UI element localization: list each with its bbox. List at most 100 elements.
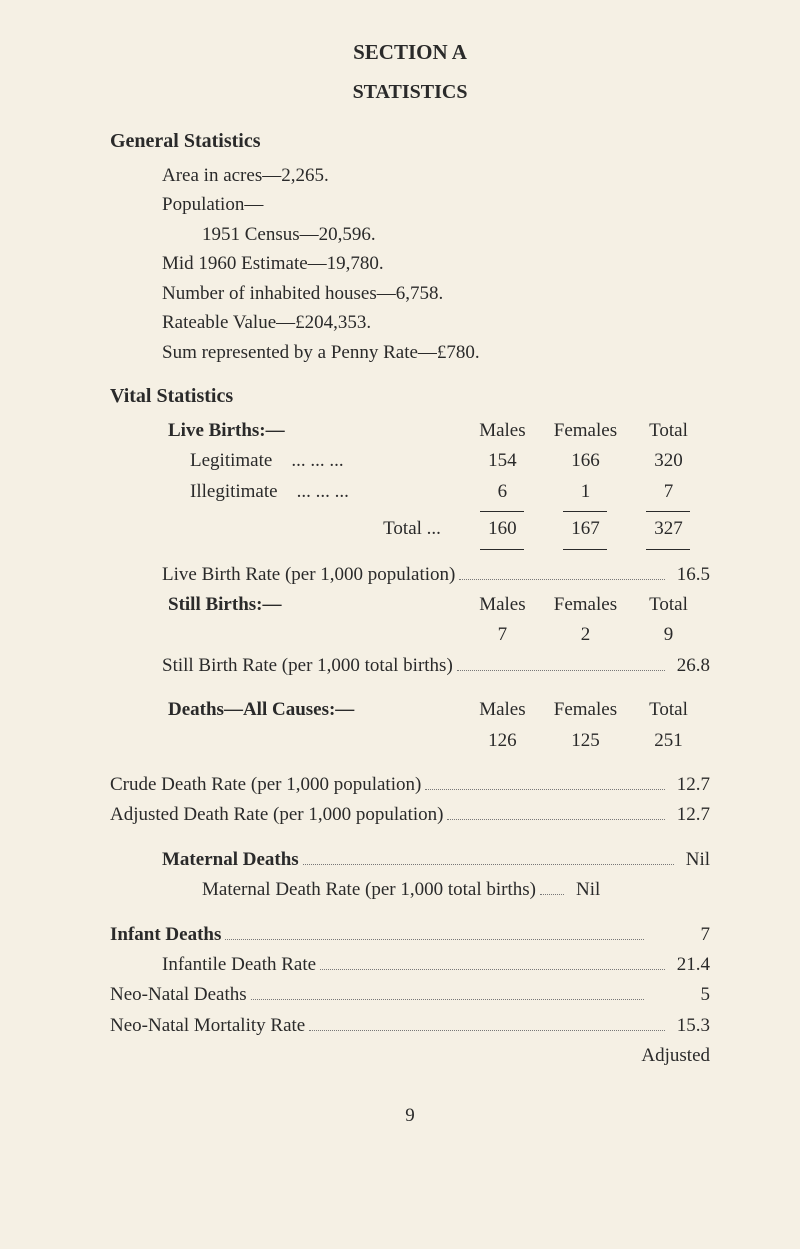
maternal-deaths-line: Maternal Deaths Nil <box>162 845 710 875</box>
rule <box>563 511 607 512</box>
d-females: 125 <box>544 726 627 756</box>
leader-dots <box>225 921 644 939</box>
leader-dots <box>540 877 564 895</box>
infantile-rate-line: Infantile Death Rate 21.4 <box>110 950 710 980</box>
sb-females: 2 <box>544 620 627 650</box>
leader-dots <box>425 772 664 790</box>
live-births-title: Live Births:— <box>162 416 461 446</box>
maternal-deaths-value: Nil <box>680 845 710 875</box>
general-population-label: Population— <box>162 190 710 219</box>
general-block: Area in acres—2,265. Population— 1951 Ce… <box>110 161 710 367</box>
col-males: Males <box>461 416 544 446</box>
maternal-rate-label: Maternal Death Rate (per 1,000 total bir… <box>202 875 536 905</box>
adjusted-death-line: Adjusted Death Rate (per 1,000 populatio… <box>110 800 710 830</box>
legitimate-total: 320 <box>627 446 710 476</box>
page-content: SECTION A STATISTICS General Statistics … <box>0 0 800 1157</box>
general-rateable: Rateable Value—£204,353. <box>162 308 710 337</box>
general-penny-rate: Sum represented by a Penny Rate—£780. <box>162 338 710 367</box>
maternal-rate-value: Nil <box>570 875 600 905</box>
still-birth-rate-value: 26.8 <box>671 651 710 681</box>
live-births-table: Live Births:— Males Females Total Legiti… <box>162 416 710 552</box>
leader-dots <box>447 802 664 820</box>
legitimate-label: Legitimate <box>190 450 272 471</box>
general-area: Area in acres—2,265. <box>162 161 710 190</box>
live-births-block: Live Births:— Males Females Total Legiti… <box>110 416 710 552</box>
total-females: 167 <box>544 514 627 544</box>
adjusted-death-label: Adjusted Death Rate (per 1,000 populatio… <box>110 800 443 830</box>
neo-natal-deaths-value: 5 <box>650 980 710 1010</box>
illegitimate-total: 7 <box>627 477 710 507</box>
still-births-block: Still Births:— Males Females Total 7 2 9 <box>110 590 710 651</box>
vital-heading: Vital Statistics <box>110 385 710 408</box>
rule <box>480 511 524 512</box>
maternal-deaths-label: Maternal Deaths <box>162 845 299 875</box>
legitimate-females: 166 <box>544 446 627 476</box>
illegitimate-dots: ... ... ... <box>297 481 349 502</box>
crude-death-line: Crude Death Rate (per 1,000 population) … <box>110 770 710 800</box>
still-birth-rate-label: Still Birth Rate (per 1,000 total births… <box>162 651 453 681</box>
infant-deaths-label: Infant Deaths <box>110 920 221 950</box>
maternal-rate-line: Maternal Death Rate (per 1,000 total bir… <box>162 875 710 905</box>
neo-natal-deaths-line: Neo-Natal Deaths 5 <box>110 980 710 1010</box>
legitimate-dots: ... ... ... <box>291 450 343 471</box>
deaths-title: Deaths—All Causes:— <box>162 695 461 725</box>
still-births-title: Still Births:— <box>162 590 461 620</box>
section-title: SECTION A <box>110 40 710 65</box>
rule <box>646 549 690 550</box>
general-houses: Number of inhabited houses—6,758. <box>162 279 710 308</box>
sb-col-females: Females <box>544 590 627 620</box>
d-col-total: Total <box>627 695 710 725</box>
leader-dots <box>320 952 665 970</box>
sub-title: STATISTICS <box>110 81 710 104</box>
col-females: Females <box>544 416 627 446</box>
infantile-rate-label: Infantile Death Rate <box>162 950 316 980</box>
still-birth-rate-line: Still Birth Rate (per 1,000 total births… <box>162 651 710 681</box>
leader-dots <box>459 562 664 580</box>
rule <box>646 511 690 512</box>
illegitimate-label: Illegitimate <box>190 481 278 502</box>
total-total: 327 <box>627 514 710 544</box>
general-heading: General Statistics <box>110 130 710 153</box>
still-births-table: Still Births:— Males Females Total 7 2 9 <box>162 590 710 651</box>
sb-males: 7 <box>461 620 544 650</box>
sb-col-males: Males <box>461 590 544 620</box>
d-col-females: Females <box>544 695 627 725</box>
page-number: 9 <box>110 1105 710 1127</box>
leader-dots <box>251 982 644 1000</box>
leader-dots <box>457 653 665 671</box>
infantile-rate-value: 21.4 <box>671 950 710 980</box>
live-birth-rate-label: Live Birth Rate (per 1,000 population) <box>162 560 455 590</box>
crude-death-value: 12.7 <box>671 770 710 800</box>
total-label: Total ... <box>162 514 461 544</box>
illegitimate-row: Illegitimate ... ... ... <box>162 477 461 507</box>
d-col-males: Males <box>461 695 544 725</box>
sb-total: 9 <box>627 620 710 650</box>
adjusted-death-value: 12.7 <box>671 800 710 830</box>
legitimate-males: 154 <box>461 446 544 476</box>
general-census: 1951 Census—20,596. <box>162 220 710 249</box>
leader-dots <box>303 847 674 865</box>
illegitimate-males: 6 <box>461 477 544 507</box>
total-males: 160 <box>461 514 544 544</box>
infant-deaths-line: Infant Deaths 7 <box>110 920 710 950</box>
live-birth-rate-value: 16.5 <box>671 560 710 590</box>
deaths-block: Deaths—All Causes:— Males Females Total … <box>110 695 710 756</box>
d-total: 251 <box>627 726 710 756</box>
infant-deaths-value: 7 <box>650 920 710 950</box>
crude-death-label: Crude Death Rate (per 1,000 population) <box>110 770 421 800</box>
d-males: 126 <box>461 726 544 756</box>
neo-natal-rate-line: Neo-Natal Mortality Rate 15.3 <box>110 1011 710 1041</box>
illegitimate-females: 1 <box>544 477 627 507</box>
rule <box>563 549 607 550</box>
legitimate-row: Legitimate ... ... ... <box>162 446 461 476</box>
adjusted-label: Adjusted <box>110 1041 710 1071</box>
rule <box>480 549 524 550</box>
general-mid1960: Mid 1960 Estimate—19,780. <box>162 249 710 278</box>
deaths-table: Deaths—All Causes:— Males Females Total … <box>162 695 710 756</box>
sb-col-total: Total <box>627 590 710 620</box>
neo-natal-deaths-label: Neo-Natal Deaths <box>110 980 247 1010</box>
col-total: Total <box>627 416 710 446</box>
leader-dots <box>309 1013 665 1031</box>
neo-natal-rate-value: 15.3 <box>671 1011 710 1041</box>
neo-natal-rate-label: Neo-Natal Mortality Rate <box>110 1011 305 1041</box>
